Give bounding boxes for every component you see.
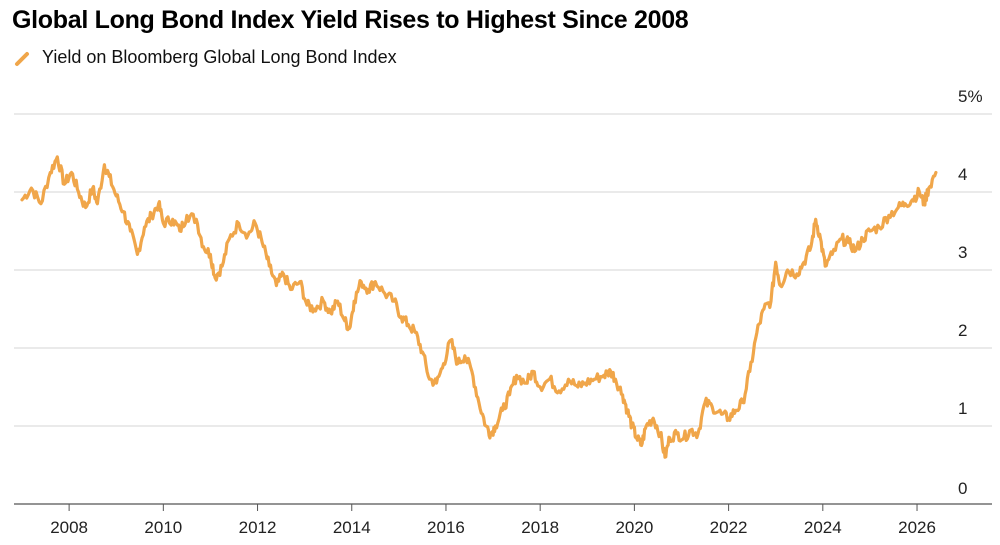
legend: Yield on Bloomberg Global Long Bond Inde… (14, 47, 397, 68)
legend-label: Yield on Bloomberg Global Long Bond Inde… (42, 47, 397, 67)
x-tick-label: 2012 (239, 518, 277, 537)
x-tick-label: 2022 (710, 518, 748, 537)
y-tick-label: 5% (958, 87, 983, 106)
x-tick-label: 2014 (333, 518, 371, 537)
chart-title: Global Long Bond Index Yield Rises to Hi… (12, 6, 689, 34)
x-tick-label: 2010 (144, 518, 182, 537)
legend-swatch-icon (14, 49, 32, 67)
y-tick-label: 1 (958, 399, 967, 418)
y-axis-ticks: 0 1 2 3 4 5% (958, 87, 983, 498)
series-line-global-long-bond-yield (20, 155, 938, 459)
x-axis-ticks: 2008 2010 2012 2014 2016 2018 2020 2022 2024 2026 (50, 504, 936, 537)
x-tick-label: 2016 (427, 518, 465, 537)
gridlines (14, 113, 992, 505)
x-tick-label: 2020 (615, 518, 653, 537)
x-tick-label: 2008 (50, 518, 88, 537)
x-tick-label: 2024 (804, 518, 842, 537)
y-tick-label: 4 (958, 165, 967, 184)
y-tick-label: 0 (958, 479, 967, 498)
y-tick-label: 2 (958, 321, 967, 340)
y-tick-label: 3 (958, 243, 967, 262)
x-tick-label: 2018 (521, 518, 559, 537)
x-tick-label: 2026 (898, 518, 936, 537)
